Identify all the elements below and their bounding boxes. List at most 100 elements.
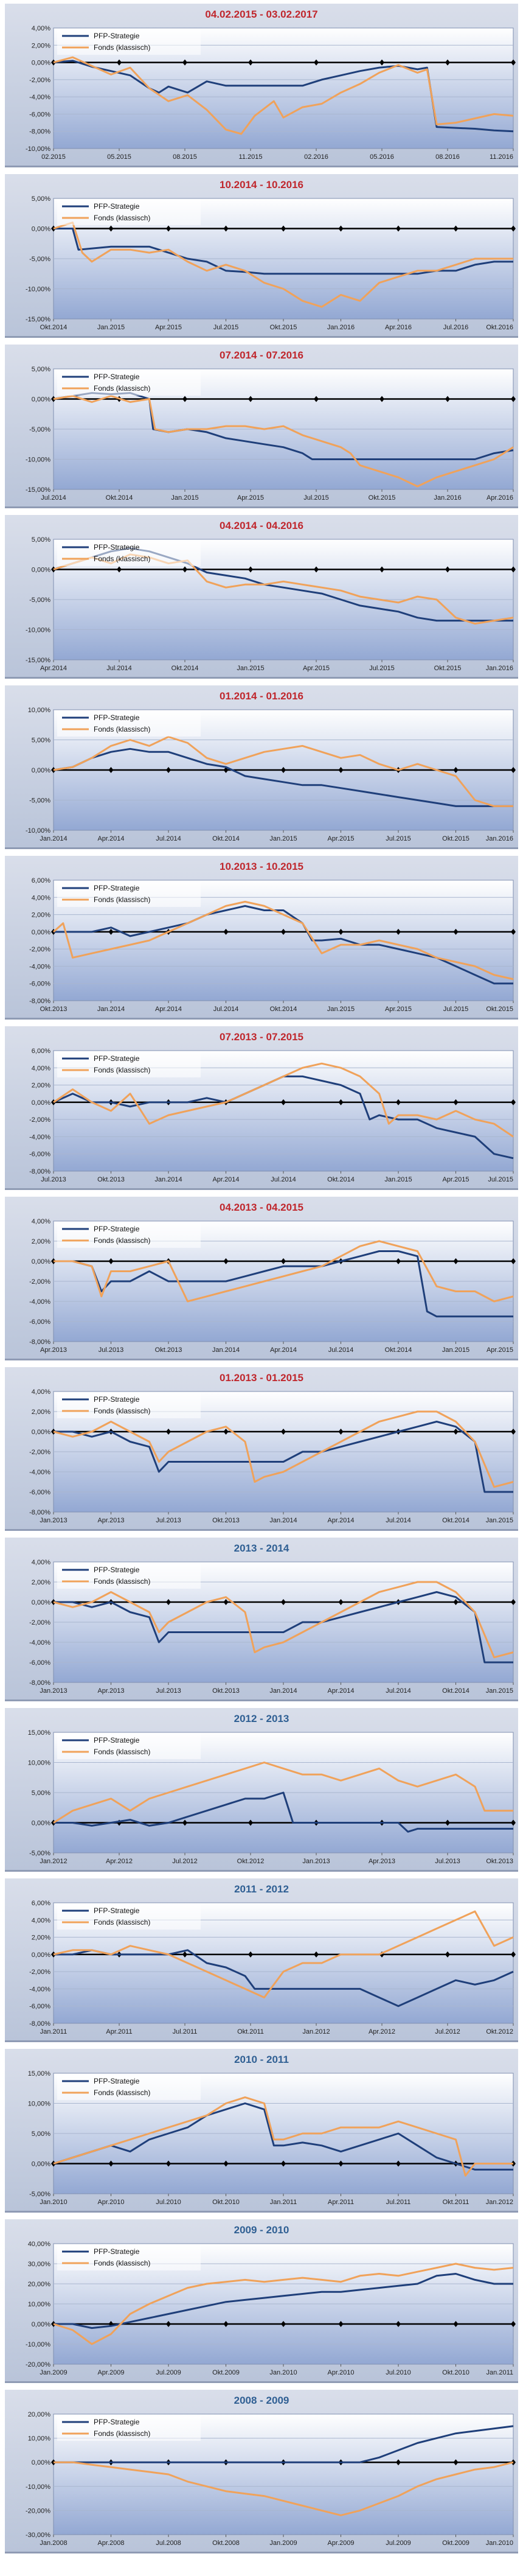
- x-tick-label: Jan.2015: [97, 324, 125, 331]
- x-tick-label: Apr.2015: [327, 835, 354, 842]
- zero-line-marker: [511, 566, 516, 573]
- legend-label: Fonds (klassisch): [94, 555, 150, 563]
- legend-box: [57, 370, 201, 396]
- zero-line-marker: [453, 1099, 459, 1105]
- x-tick-label: Apr.2015: [385, 1006, 412, 1013]
- x-tick-label: Okt.2010: [442, 2369, 469, 2376]
- x-tick-label: Jan.2015: [486, 1517, 513, 1524]
- x-tick-label: Apr.2013: [97, 1517, 124, 1524]
- legend-box: [57, 1052, 201, 1077]
- zero-line-marker: [281, 928, 286, 935]
- chart-legend: PFP-Strategie Fonds (klassisch): [57, 711, 201, 737]
- x-tick-label: Apr.2009: [327, 2539, 354, 2547]
- x-tick-label: Jul.2009: [386, 2539, 411, 2547]
- x-tick-label: Jul.2014: [41, 494, 66, 502]
- legend-label: Fonds (klassisch): [94, 895, 150, 904]
- x-tick-label: Okt.2014: [40, 324, 68, 331]
- legend-label: PFP-Strategie: [94, 202, 140, 211]
- chart-panel: 01.2013 - 01.2015 4,00% 2,00% 0,00% -2,00% -4…: [5, 1367, 518, 1531]
- y-tick-label: 0,00%: [32, 2321, 50, 2328]
- chart-title: 10.2014 - 10.2016: [219, 179, 303, 191]
- zero-line-marker: [108, 928, 114, 935]
- series-fonds-klassisch: [53, 1910, 514, 1999]
- zero-line-marker: [182, 1951, 187, 1958]
- y-tick-label: 5,00%: [32, 195, 50, 203]
- zero-line-marker: [223, 1258, 229, 1264]
- x-tick-label: Apr.2014: [40, 665, 67, 672]
- y-tick-label: -6,00%: [29, 2003, 50, 2011]
- x-tick-label: Jul.2013: [435, 1858, 460, 1865]
- x-tick-label: Jul.2016: [443, 324, 469, 331]
- zero-line-marker: [511, 396, 516, 402]
- zero-line-marker: [281, 2160, 286, 2167]
- chart-title: 2010 - 2011: [234, 2054, 289, 2065]
- zero-line-marker: [338, 1099, 344, 1105]
- legend-label: Fonds (klassisch): [94, 2429, 150, 2438]
- legend-label: PFP-Strategie: [94, 1566, 140, 1574]
- zero-line-marker: [396, 2160, 401, 2167]
- zero-line-marker: [379, 566, 384, 573]
- y-tick-label: -20,00%: [26, 2361, 50, 2368]
- zero-line-marker: [108, 1258, 114, 1264]
- series-fonds-klassisch: [53, 2263, 514, 2345]
- chart-svg: 4,00%2,00%0,00%-2,00%-4,00%-6,00%-8,00%J…: [29, 1388, 516, 1524]
- zero-line-marker: [396, 225, 401, 232]
- x-tick-label: Apr.2014: [97, 835, 124, 842]
- chart-title: 04.02.2015 - 03.02.2017: [205, 9, 318, 20]
- x-tick-label: 02.2016: [304, 153, 328, 161]
- legend-label: Fonds (klassisch): [94, 214, 150, 222]
- legend-label: PFP-Strategie: [94, 1736, 140, 1745]
- x-tick-label: Jan.2010: [40, 2199, 67, 2206]
- x-tick-label: Apr.2013: [97, 1687, 124, 1695]
- x-tick-label: Jan.2015: [327, 1006, 355, 1013]
- x-tick-label: Jul.2015: [213, 324, 239, 331]
- chart-panel: 2012 - 2013 15,00% 10,00% 5,00% 0,00% -5,00% J…: [5, 1708, 518, 1872]
- zero-line-marker: [338, 1599, 344, 1605]
- zero-line-marker: [453, 2459, 459, 2466]
- zero-line-marker: [453, 1599, 459, 1605]
- x-tick-label: Apr.2015: [487, 1346, 513, 1354]
- y-tick-label: 6,00%: [32, 1048, 50, 1055]
- zero-line-marker: [248, 566, 253, 573]
- zero-line-marker: [453, 1429, 459, 1435]
- x-tick-label: Jan.2010: [486, 2539, 513, 2547]
- chart-legend: PFP-Strategie Fonds (klassisch): [57, 200, 201, 225]
- chart-title: 2011 - 2012: [234, 1883, 289, 1895]
- y-tick-label: 4,00%: [32, 1559, 50, 1566]
- x-tick-label: Apr.2010: [327, 2369, 354, 2376]
- y-tick-label: -5,00%: [29, 426, 50, 433]
- chart-svg: 6,00% 4,00% 2,00% 0,00% -2,00% -4,00% -6,00% -8…: [29, 1048, 516, 1183]
- x-tick-label: Jan.2014: [212, 1346, 240, 1354]
- x-tick-label: Apr.2010: [97, 2199, 124, 2206]
- x-tick-label: Okt.2013: [212, 1517, 240, 1524]
- y-tick-label: 2,00%: [32, 1409, 50, 1416]
- legend-label: PFP-Strategie: [94, 1225, 140, 1233]
- legend-label: Fonds (klassisch): [94, 1748, 150, 1756]
- x-tick-label: Okt.2011: [443, 2199, 469, 2206]
- x-tick-label: Jan.2012: [486, 2199, 513, 2206]
- zero-line-marker: [281, 1429, 286, 1435]
- y-tick-label: -5,00%: [29, 256, 50, 263]
- zero-line-marker: [396, 2459, 401, 2466]
- x-tick-label: Jan.2014: [269, 1517, 297, 1524]
- x-tick-label: Jul.2014: [156, 835, 181, 842]
- x-tick-label: Jul.2014: [213, 1006, 239, 1013]
- x-tick-label: Jul.2013: [41, 1176, 66, 1183]
- y-tick-label: 40,00%: [28, 2241, 51, 2248]
- x-tick-label: Jul.2012: [172, 1858, 198, 1865]
- y-tick-label: 4,00%: [32, 1065, 50, 1072]
- y-tick-label: -15,00%: [26, 316, 50, 323]
- zero-line-marker: [511, 1951, 516, 1958]
- legend-label: PFP-Strategie: [94, 373, 140, 381]
- zero-line-marker: [338, 2321, 344, 2327]
- chart-title: 04.2013 - 04.2015: [219, 1202, 303, 1213]
- x-tick-label: Okt.2013: [212, 1687, 240, 1695]
- chart-svg: 5,00% 0,00% -5,00% -10,00% -15,00%Apr.2014 Ju…: [26, 536, 516, 672]
- legend-label: PFP-Strategie: [94, 32, 140, 40]
- zero-line-marker: [314, 1951, 319, 1958]
- x-tick-label: Jan.2015: [486, 1687, 513, 1695]
- y-tick-label: 5,00%: [32, 536, 50, 544]
- x-tick-label: Jan.2015: [269, 835, 297, 842]
- y-tick-label: -10,00%: [26, 145, 50, 153]
- x-tick-label: Jan.2014: [40, 835, 67, 842]
